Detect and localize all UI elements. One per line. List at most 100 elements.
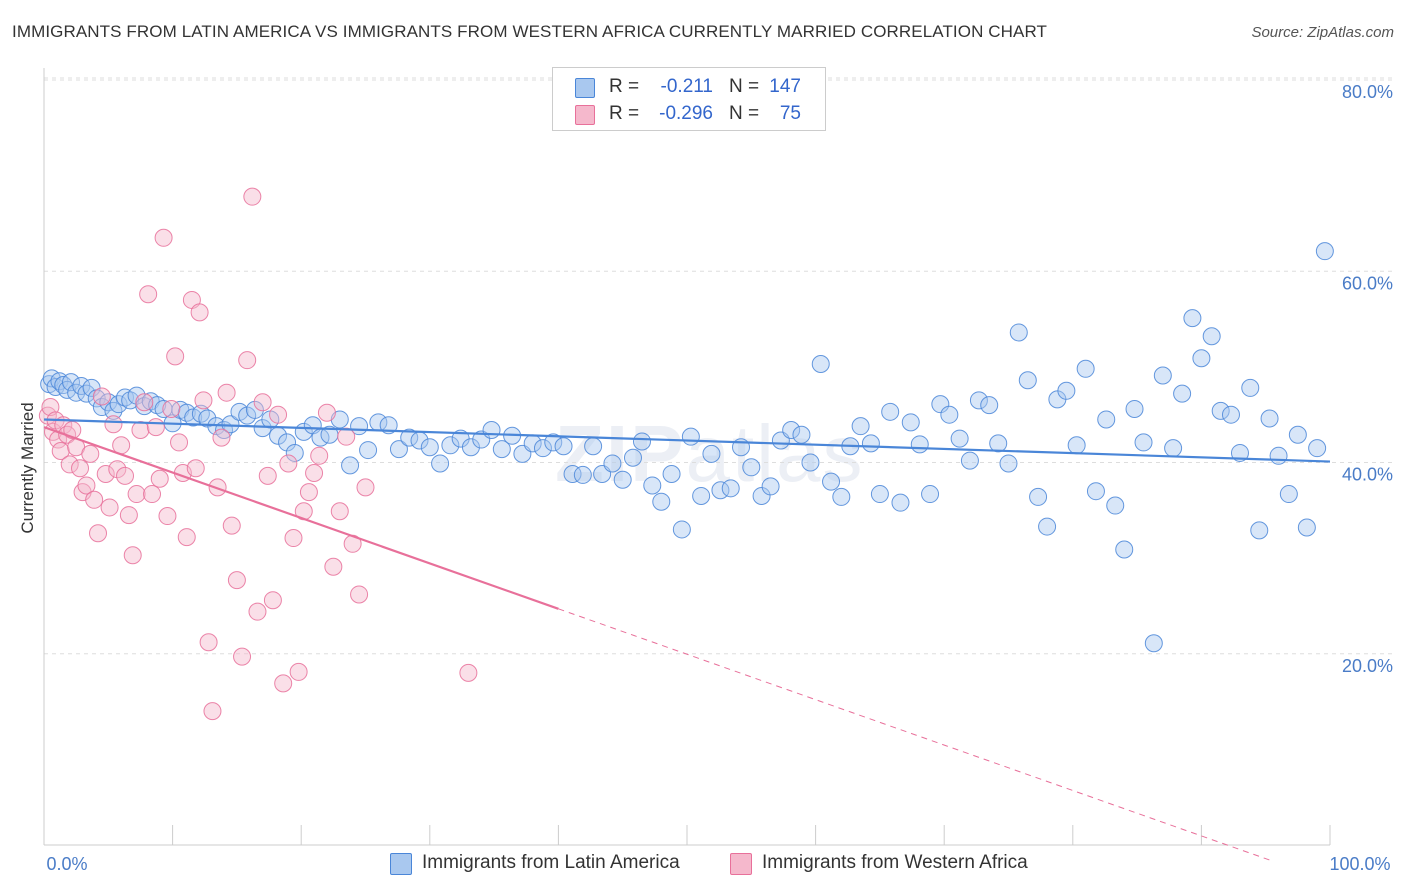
point-western-africa: [330, 502, 349, 521]
point-latin-america: [1250, 521, 1269, 540]
point-latin-america: [1315, 242, 1334, 261]
point-western-africa: [123, 546, 142, 565]
y-tick-label: 20.0%: [1342, 656, 1393, 676]
point-western-africa: [356, 478, 375, 497]
point-latin-america: [1144, 634, 1163, 653]
point-latin-america: [1279, 485, 1298, 504]
point-western-africa: [194, 391, 213, 410]
point-latin-america: [940, 405, 959, 424]
legend-r-label: R =: [609, 76, 640, 97]
point-western-africa: [116, 466, 135, 485]
point-latin-america: [1230, 443, 1249, 462]
point-latin-america: [1134, 433, 1153, 452]
point-western-africa: [71, 459, 90, 478]
bottom-legend-label-western-africa: Immigrants from Western Africa: [762, 852, 1028, 873]
point-latin-america: [492, 440, 511, 459]
point-latin-america: [1106, 496, 1125, 515]
point-western-africa: [253, 393, 272, 412]
point-western-africa: [60, 455, 79, 474]
point-latin-america: [77, 384, 96, 403]
point-western-africa: [100, 498, 119, 517]
point-latin-america: [603, 454, 622, 473]
point-latin-america: [969, 391, 988, 410]
point-latin-america: [801, 453, 820, 472]
point-latin-america: [1125, 399, 1144, 418]
point-latin-america: [613, 470, 632, 489]
point-latin-america: [544, 433, 563, 452]
point-latin-america: [116, 388, 135, 407]
point-latin-america: [1115, 540, 1134, 559]
bottom-legend-swatch-latin-america: [390, 853, 412, 875]
point-latin-america: [1173, 384, 1192, 403]
point-western-africa: [162, 399, 181, 418]
point-western-africa: [305, 464, 324, 483]
point-latin-america: [1221, 405, 1240, 424]
point-latin-america: [692, 486, 711, 505]
point-latin-america: [721, 479, 740, 498]
point-latin-america: [573, 465, 592, 484]
point-latin-america: [652, 492, 671, 511]
point-western-africa: [104, 415, 123, 434]
point-latin-america: [891, 493, 910, 512]
point-western-africa: [131, 420, 150, 439]
point-latin-america: [1308, 439, 1327, 458]
point-western-africa: [337, 427, 356, 446]
x-tick-label: 0.0%: [46, 854, 87, 874]
point-latin-america: [921, 485, 940, 504]
watermark-bold: ZIP: [555, 409, 686, 498]
point-latin-america: [400, 428, 419, 447]
point-western-africa: [459, 663, 478, 682]
point-latin-america: [198, 409, 217, 428]
point-latin-america: [1009, 323, 1028, 342]
point-latin-america: [960, 451, 979, 470]
point-western-africa: [186, 459, 205, 478]
point-western-africa: [170, 433, 189, 452]
point-latin-america: [910, 435, 929, 454]
legend-r-label: R =: [609, 103, 640, 124]
y-axis-label: Currently Married: [18, 402, 37, 533]
bottom-legend-swatch-western-africa: [730, 853, 752, 875]
point-western-africa: [81, 444, 100, 463]
point-latin-america: [1183, 309, 1202, 328]
point-latin-america: [1067, 436, 1086, 455]
point-western-africa: [92, 387, 111, 406]
point-latin-america: [989, 434, 1008, 453]
point-latin-america: [950, 429, 969, 448]
point-western-africa: [85, 490, 104, 509]
legend-n-label: N =: [729, 76, 760, 97]
y-tick-label: 80.0%: [1342, 82, 1393, 102]
point-western-africa: [279, 454, 298, 473]
point-latin-america: [379, 416, 398, 435]
point-latin-america: [792, 425, 811, 444]
point-latin-america: [1076, 359, 1095, 378]
point-latin-america: [1038, 517, 1057, 536]
point-western-africa: [263, 591, 282, 610]
legend-swatch-western-africa: [575, 105, 595, 125]
trendline-western-africa: [43, 426, 559, 610]
point-western-africa: [146, 418, 165, 437]
point-western-africa: [222, 516, 241, 535]
point-western-africa: [135, 393, 154, 412]
point-western-africa: [299, 483, 318, 502]
point-western-africa: [119, 506, 138, 525]
point-latin-america: [1018, 371, 1037, 390]
legend-n-value: 147: [769, 76, 801, 97]
chart-title: IMMIGRANTS FROM LATIN AMERICA VS IMMIGRA…: [12, 22, 1048, 41]
point-latin-america: [901, 413, 920, 432]
point-latin-america: [681, 427, 700, 446]
point-latin-america: [782, 420, 801, 439]
point-latin-america: [811, 355, 830, 374]
point-western-africa: [203, 702, 222, 721]
legend-r-value: -0.211: [660, 76, 713, 97]
point-western-africa: [143, 485, 162, 504]
point-latin-america: [1029, 487, 1048, 506]
point-latin-america: [1097, 410, 1116, 429]
point-latin-america: [62, 373, 81, 392]
point-latin-america: [822, 472, 841, 491]
point-latin-america: [584, 437, 603, 456]
point-western-africa: [51, 442, 70, 461]
point-latin-america: [245, 400, 264, 419]
point-latin-america: [1241, 378, 1260, 397]
point-latin-america: [554, 437, 573, 456]
